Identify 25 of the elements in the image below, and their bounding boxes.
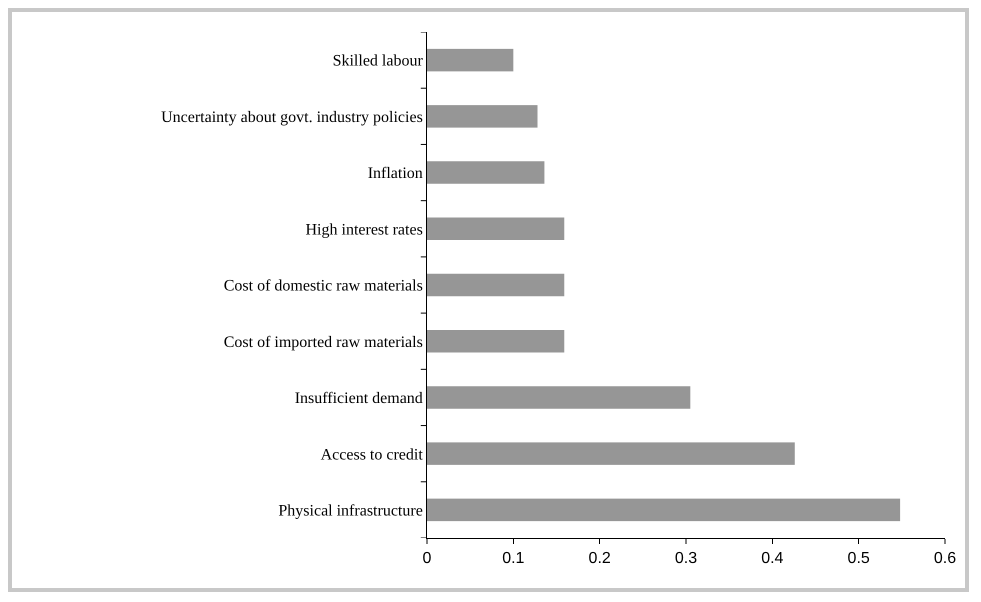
x-tick-label: 0.5	[848, 550, 870, 568]
y-tick-label: Inflation	[368, 165, 423, 182]
x-tick-label: 0.3	[674, 550, 698, 568]
bar	[427, 161, 544, 184]
x-tick-label: 0.2	[588, 550, 611, 568]
y-tick-label: Access to credit	[320, 446, 424, 464]
y-tick-label: Insufficient demand	[294, 390, 423, 408]
y-tick-label: Cost of domestic raw materials	[224, 278, 423, 295]
y-tick-label: Skilled labour	[332, 52, 424, 70]
x-tick-label: 0.4	[761, 550, 784, 568]
bar	[427, 48, 514, 72]
bar	[427, 386, 690, 409]
bar	[427, 105, 538, 128]
y-tick-label: Uncertainty about govt. industry policies	[161, 108, 423, 126]
bar	[427, 442, 795, 465]
x-tick-label: 0.1	[502, 550, 525, 568]
bar	[427, 498, 900, 522]
y-tick-label: Physical infrastructure	[278, 502, 423, 520]
x-tick-label: 0.6	[934, 550, 956, 568]
bar	[427, 274, 564, 296]
bar	[427, 330, 564, 352]
y-tick-label: Cost of imported raw materials	[224, 334, 423, 351]
y-tick-label: High interest rates	[306, 221, 423, 238]
bar	[427, 218, 564, 240]
x-tick-label: 0	[422, 550, 432, 568]
